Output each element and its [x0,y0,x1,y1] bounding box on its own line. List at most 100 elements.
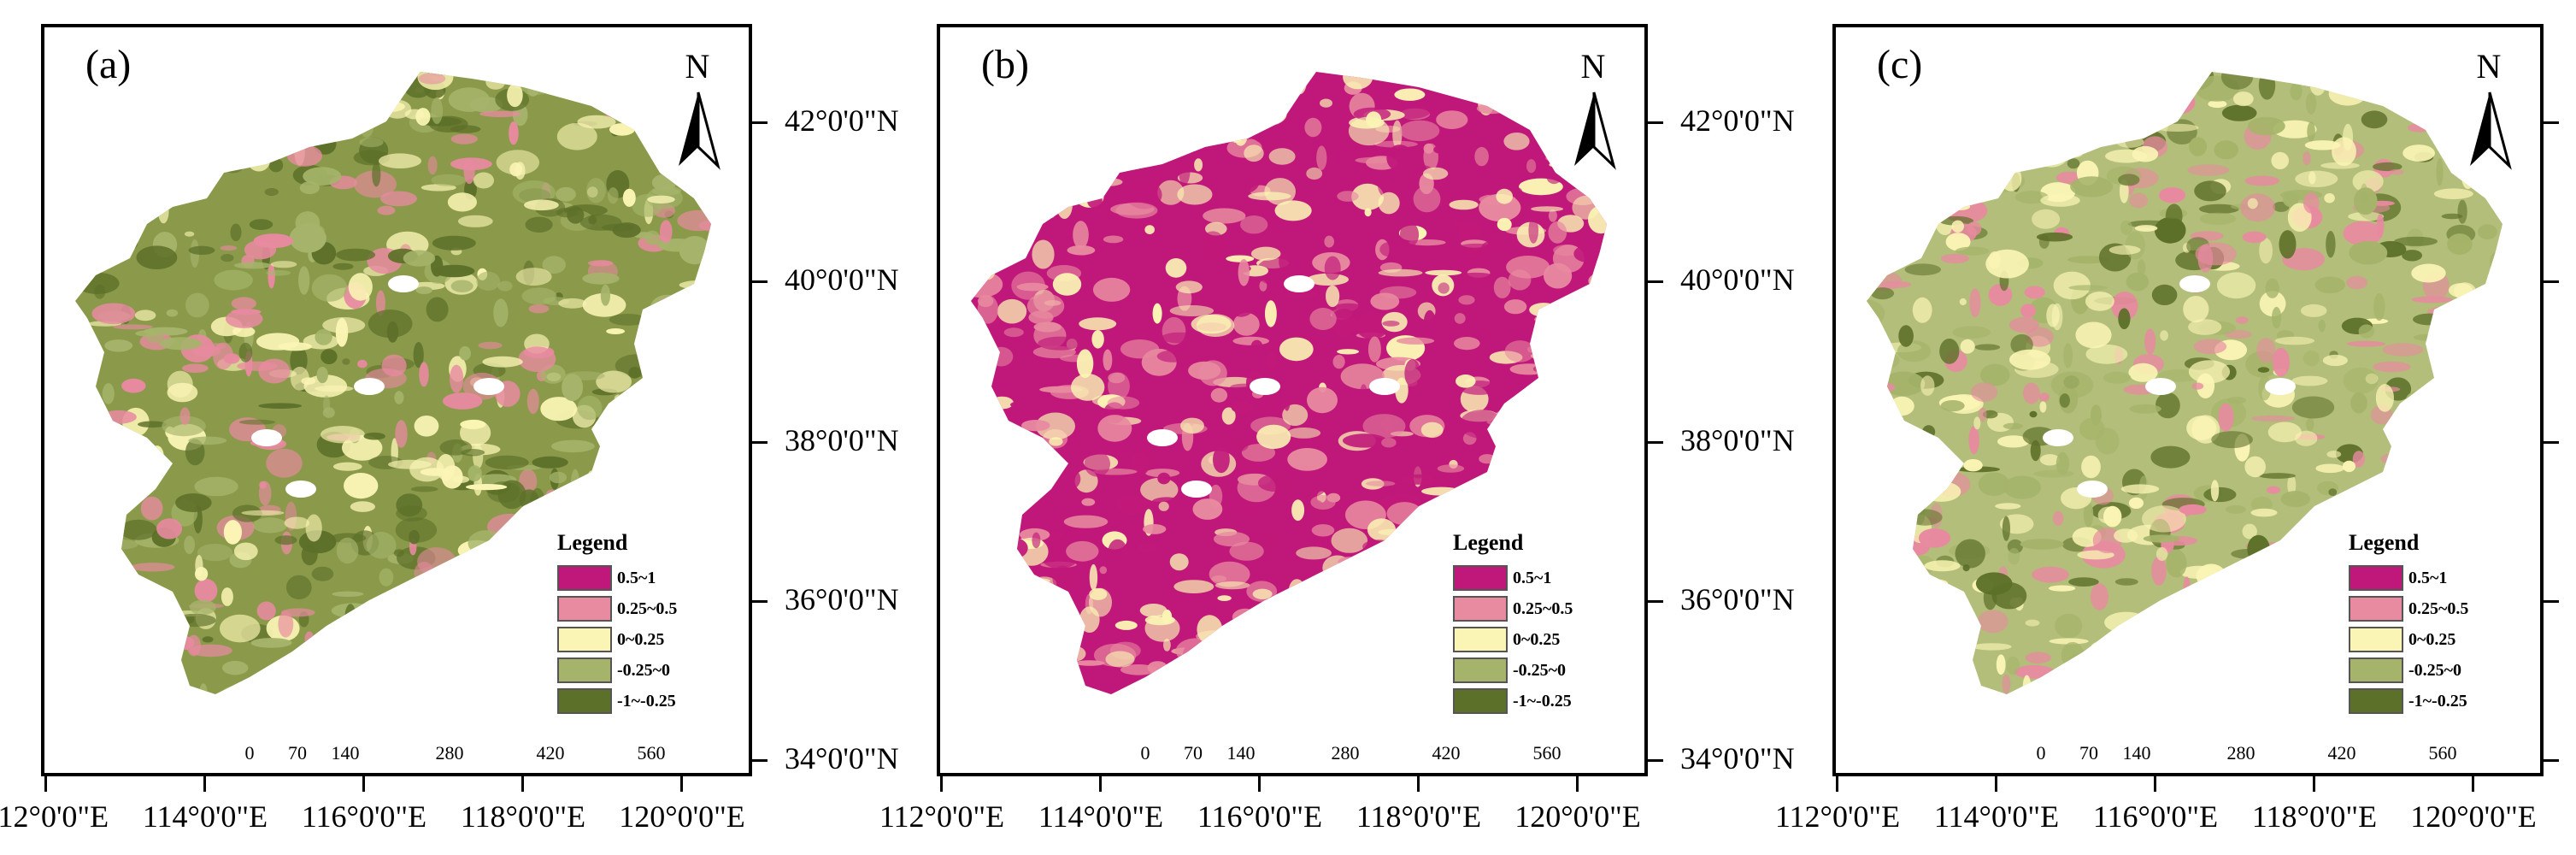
scale-bar: 070140280420560KM [2037,742,2457,776]
north-arrow-icon: N [2460,46,2520,174]
region-map [75,72,711,694]
legend: Legend 0.5~1 0.25~0.5 0~0.25 -0.25~0 -1~-0.25 [2349,530,2520,716]
scale-track [1145,773,1545,776]
legend-label: -0.25~0 [2408,660,2462,680]
scale-tick-label: 560 [1532,742,1561,764]
legend-item: 0~0.25 [557,624,728,655]
legend: Legend 0.5~1 0.25~0.5 0~0.25 -0.25~0 -1~-0.25 [1453,530,1624,716]
legend-swatch [557,596,612,622]
scale-tick-label: 280 [1331,742,1360,764]
region-shape [1867,72,2502,694]
legend-label: 0.25~0.5 [1513,598,1573,618]
legend-item: -0.25~0 [1453,655,1624,686]
longitude-label: 118°0'0"E [1356,799,1482,834]
scale-tick-label: 420 [1432,742,1461,764]
legend-label: -1~-0.25 [617,691,676,711]
legend-swatch [2349,565,2403,591]
legend-swatch [557,627,612,652]
legend-label: 0~0.25 [617,629,665,649]
legend-label: 0.25~0.5 [2408,598,2469,618]
legend-item: 0.5~1 [2349,563,2520,593]
latitude-label: 36°0'0"N [1680,582,1795,616]
legend-item: -0.25~0 [557,655,728,686]
legend-swatch [1453,627,1508,652]
scale-tick-label: 560 [2428,742,2457,764]
legend-item: 0.25~0.5 [557,593,728,624]
map-frame: (c) N Legend 0.5~1 0.25~0.5 0~0.25 -0.25~0 -1~-… [1832,24,2544,776]
longitude-label: 116°0'0"E [2092,799,2219,834]
scale-tick-label: 280 [435,742,464,764]
scale-tick-label: 420 [536,742,565,764]
latitude-label: 38°0'0"N [1680,423,1795,457]
region-map [971,72,1607,694]
legend-swatch [2349,657,2403,683]
longitude-label: 112°0'0"E [1774,799,1901,834]
legend-swatch [1453,657,1508,683]
scale-bar: 070140280420560KM [245,742,666,776]
legend-label: -1~-0.25 [2408,691,2467,711]
longitude-label: 112°0'0"E [0,799,109,834]
legend-swatch [1453,565,1508,591]
longitude-label: 116°0'0"E [1197,799,1323,834]
legend-label: -1~-0.25 [1513,691,1572,711]
map-panel-b: (b) N Legend 0.5~1 0.25~0.5 0~0.25 -0.25~0 -1~-… [879,0,1795,855]
scale-bar: 070140280420560KM [1141,742,1561,776]
latitude-label: 42°0'0"N [1680,103,1795,138]
legend-item: 0.5~1 [1453,563,1624,593]
scale-track [2041,773,2441,776]
legend-item: -1~-0.25 [557,686,728,716]
legend-item: 0.25~0.5 [1453,593,1624,624]
scale-tick-label: 0 [244,742,255,764]
longitude-label: 118°0'0"E [2251,799,2378,834]
north-arrow-icon: N [668,46,728,174]
legend-item: 0.5~1 [557,563,728,593]
legend-swatch [557,565,612,591]
latitude-label: 36°0'0"N [785,582,899,616]
north-arrow-icon: N [1564,46,1624,174]
scale-tick-label: 70 [288,742,307,764]
scale-tick-label: 70 [2079,742,2098,764]
region-map [1867,72,2502,694]
scale-tick-label: 140 [2122,742,2151,764]
scale-tick-label: 140 [1226,742,1256,764]
map-frame: (a) N Legend 0.5~1 0.25~0.5 0~0.25 -0.25~0 -1~-… [41,24,752,776]
legend-label: 0.5~1 [1513,568,1552,587]
latitude-label: 38°0'0"N [785,423,899,457]
longitude-label: 120°0'0"E [2410,799,2537,834]
latitude-label: 34°0'0"N [785,741,899,775]
legend-label: 0.5~1 [617,568,656,587]
legend-title: Legend [1453,530,1524,555]
legend-label: 0~0.25 [2408,629,2456,649]
longitude-label: 116°0'0"E [301,799,427,834]
legend-label: -0.25~0 [1513,660,1567,680]
legend-item: 0~0.25 [2349,624,2520,655]
north-label: N [1580,47,1606,86]
legend-item: 0.25~0.5 [2349,593,2520,624]
legend-swatch [2349,627,2403,652]
legend-swatch [557,657,612,683]
longitude-label: 118°0'0"E [460,799,586,834]
legend-item: -0.25~0 [2349,655,2520,686]
latitude-label: 40°0'0"N [785,262,899,297]
scale-tick-label: 280 [2226,742,2255,764]
scale-tick-label: 560 [637,742,666,764]
legend-item: -1~-0.25 [2349,686,2520,716]
longitude-label: 120°0'0"E [1514,799,1641,834]
scale-track [250,773,650,776]
panel-label: (c) [1877,42,1923,87]
scale-tick-label: 420 [2327,742,2356,764]
legend-label: 0.5~1 [2408,568,2448,587]
legend: Legend 0.5~1 0.25~0.5 0~0.25 -0.25~0 -1~-0.25 [557,530,728,716]
scale-tick-label: 0 [2036,742,2046,764]
latitude-label: 42°0'0"N [785,103,899,138]
legend-swatch [2349,596,2403,622]
map-panel-a: (a) N Legend 0.5~1 0.25~0.5 0~0.25 -0.25~0 -1~-… [0,0,899,855]
map-panel-c: (c) N Legend 0.5~1 0.25~0.5 0~0.25 -0.25~0 -1~-… [1775,0,2576,855]
legend-label: -0.25~0 [617,660,671,680]
legend-label: 0.25~0.5 [617,598,678,618]
scale-tick-label: 0 [1140,742,1150,764]
latitude-label: 40°0'0"N [1680,262,1795,297]
legend-title: Legend [557,530,628,555]
map-frame: (b) N Legend 0.5~1 0.25~0.5 0~0.25 -0.25~0 -1~-… [937,24,1648,776]
legend-swatch [1453,688,1508,714]
